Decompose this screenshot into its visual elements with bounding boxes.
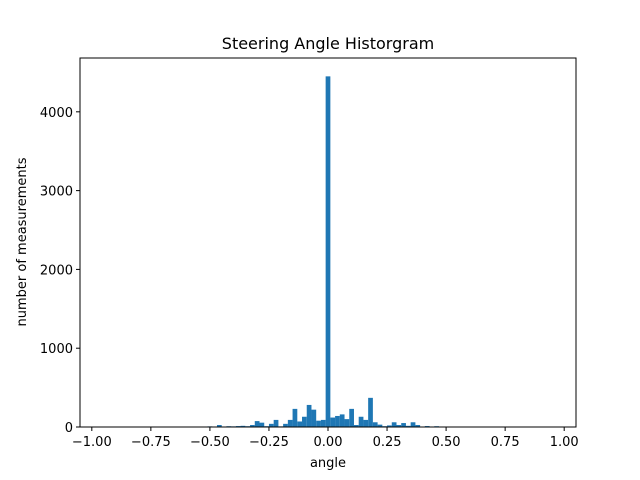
histogram-bar [387,425,392,427]
histogram-bar [410,422,416,427]
histogram-bar [325,76,331,428]
histogram-bar [254,421,260,427]
x-tick-label: −0.75 [131,435,171,450]
x-axis: −1.00 −0.75 −0.50 −0.25 0.00 0.25 0.50 0.75 1.00 [72,427,579,450]
y-tick-label: 4000 [40,106,73,121]
histogram-bar [363,419,369,427]
histogram-bar [339,414,345,427]
histogram-bar [273,419,279,427]
histogram-bar [358,416,364,427]
x-tick-label: −0.25 [249,435,289,450]
histogram-bar [368,397,373,427]
histogram-bar [287,419,293,427]
x-tick-label: −1.00 [72,435,112,450]
histogram-bar [250,425,255,427]
histogram-bar [335,415,340,427]
histogram-bar [240,425,246,427]
chart-title: Steering Angle Historgram [222,34,434,53]
x-tick-label: 0.75 [491,435,520,450]
histogram-bar [396,425,402,427]
y-tick-label: 0 [65,421,73,436]
y-tick-label: 2000 [40,263,73,278]
y-axis-label: number of measurements [15,157,30,326]
histogram-bars [207,76,444,428]
histogram-bar [283,423,288,427]
histogram-bar [302,416,307,427]
x-tick-label: 1.00 [550,435,579,450]
y-tick-label: 1000 [40,342,73,357]
histogram-bar [344,419,350,427]
histogram-bar [401,423,406,427]
histogram-bar [216,425,222,427]
x-tick-label: 0.50 [432,435,461,450]
histogram-bar [372,422,378,427]
histogram-bar [377,424,383,427]
histogram-bar [292,408,298,427]
histogram-bar [320,419,326,427]
histogram-bar [306,404,312,427]
y-tick-label: 3000 [40,185,73,200]
y-axis: 0 1000 2000 3000 4000 [40,106,80,436]
histogram-bar [391,422,397,427]
histogram-bar [349,408,354,427]
histogram-bar [297,421,303,427]
histogram-bar [405,425,411,427]
histogram-bar [415,425,421,427]
x-tick-label: 0.00 [314,435,343,450]
x-tick-label: −0.50 [190,435,230,450]
histogram-bar [268,423,274,427]
histogram-bar [311,409,317,427]
histogram-bar [259,422,265,427]
x-axis-label: angle [310,456,346,471]
histogram-bar [330,417,336,427]
histogram-bar [316,420,321,427]
histogram-bar [353,425,359,427]
x-tick-label: 0.25 [373,435,402,450]
